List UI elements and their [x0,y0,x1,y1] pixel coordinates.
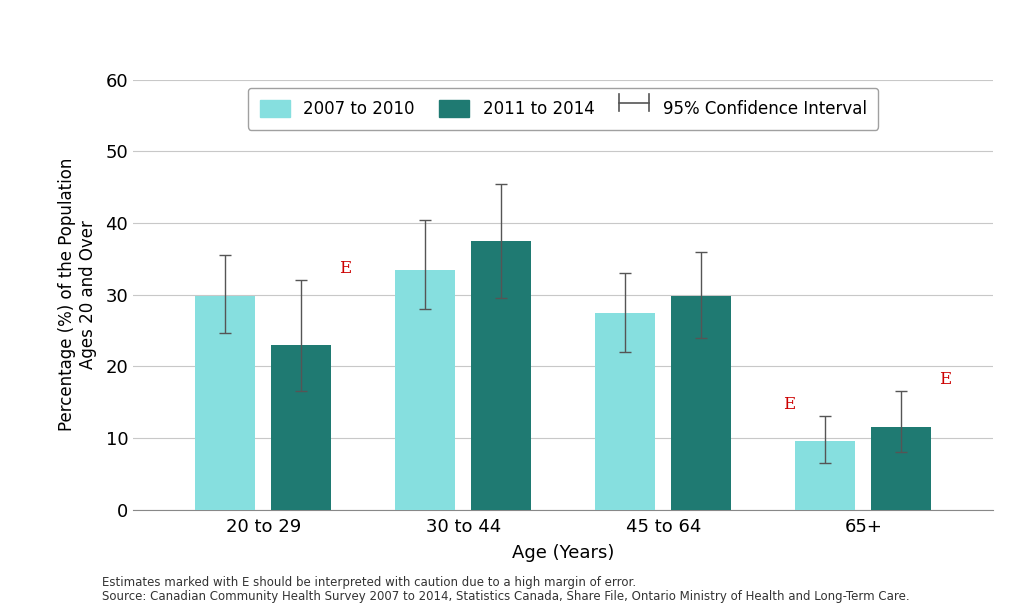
Bar [471,241,531,510]
Text: E: E [939,371,951,388]
Bar [871,427,931,510]
Text: E: E [783,396,796,413]
Bar [395,270,456,510]
Bar [796,441,855,510]
Bar [271,345,331,510]
Bar [196,296,255,510]
Bar [671,296,731,510]
Text: Estimates marked with E should be interpreted with caution due to a high margin : Estimates marked with E should be interp… [102,577,637,589]
Text: Source: Canadian Community Health Survey 2007 to 2014, Statistics Canada, Share : Source: Canadian Community Health Survey… [102,591,910,604]
Y-axis label: Percentage (%) of the Population
Ages 20 and Over: Percentage (%) of the Population Ages 20… [58,158,97,432]
X-axis label: Age (Years): Age (Years) [512,544,614,562]
Text: E: E [339,260,351,277]
Legend: 2007 to 2010, 2011 to 2014, 95% Confidence Interval: 2007 to 2010, 2011 to 2014, 95% Confiden… [248,88,879,130]
Bar [595,313,655,510]
